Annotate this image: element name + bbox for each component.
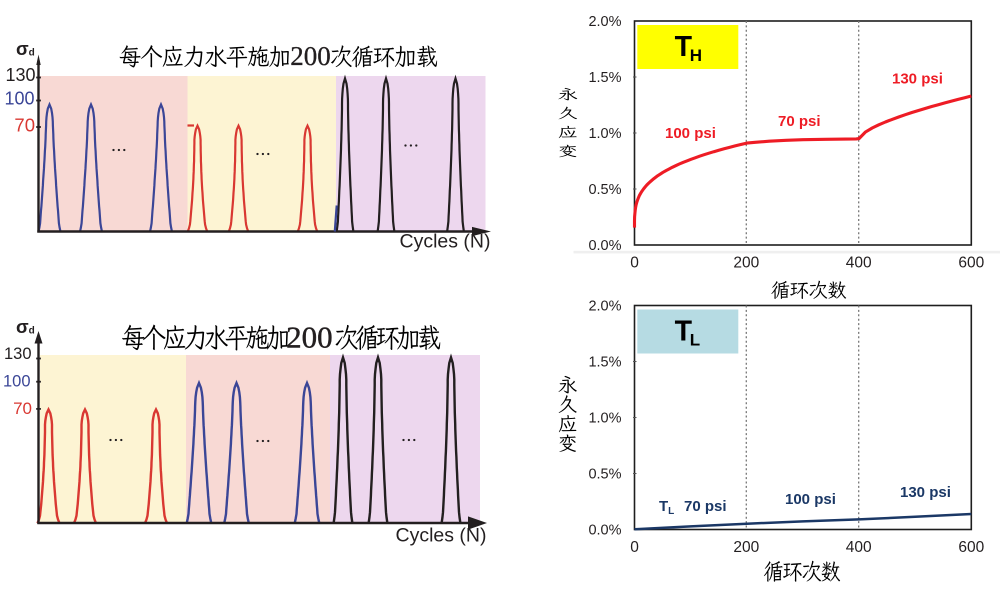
svg-text:H: H	[690, 46, 702, 65]
svg-text:1.0%: 1.0%	[588, 411, 621, 427]
svg-text:1.0%: 1.0%	[588, 126, 621, 142]
svg-text:L: L	[690, 330, 700, 349]
svg-text:σd: σd	[16, 316, 35, 337]
svg-text:70: 70	[14, 115, 35, 136]
svg-text:0.0%: 0.0%	[588, 238, 621, 254]
svg-text:200: 200	[733, 539, 759, 556]
svg-text:0.5%: 0.5%	[588, 182, 621, 198]
svg-text:0: 0	[630, 255, 639, 272]
svg-text:T: T	[675, 315, 693, 347]
svg-text:0.5%: 0.5%	[588, 467, 621, 483]
svg-text:70: 70	[13, 399, 32, 418]
svg-text:100 psi: 100 psi	[665, 125, 716, 142]
svg-text:1.5%: 1.5%	[588, 70, 621, 86]
svg-text:100: 100	[3, 373, 31, 391]
svg-text:400: 400	[846, 255, 872, 272]
svg-text:1.5%: 1.5%	[588, 355, 621, 371]
svg-text:T: T	[675, 31, 693, 63]
svg-text:Cycles (N): Cycles (N)	[400, 231, 491, 253]
svg-text:130 psi: 130 psi	[900, 484, 951, 501]
svg-text:0.0%: 0.0%	[588, 523, 621, 539]
svg-text:70 psi: 70 psi	[684, 498, 727, 515]
svg-text:600: 600	[958, 255, 984, 272]
svg-text:100 psi: 100 psi	[785, 491, 836, 508]
svg-text:100: 100	[4, 89, 34, 109]
svg-text:2.0%: 2.0%	[588, 299, 621, 315]
svg-text:Cycles (N): Cycles (N)	[396, 525, 487, 547]
svg-text:σd: σd	[16, 38, 35, 59]
svg-text:200: 200	[290, 41, 331, 71]
svg-text:130: 130	[5, 65, 35, 85]
svg-text:TL: TL	[659, 498, 674, 517]
svg-text:130 psi: 130 psi	[892, 71, 943, 88]
svg-text:200: 200	[286, 319, 333, 354]
svg-text:0: 0	[630, 539, 639, 556]
svg-text:400: 400	[846, 539, 872, 556]
svg-text:200: 200	[733, 255, 759, 272]
svg-text:600: 600	[958, 539, 984, 556]
svg-text:2.0%: 2.0%	[588, 14, 621, 30]
svg-text:130: 130	[4, 345, 32, 363]
svg-text:70 psi: 70 psi	[778, 113, 821, 130]
